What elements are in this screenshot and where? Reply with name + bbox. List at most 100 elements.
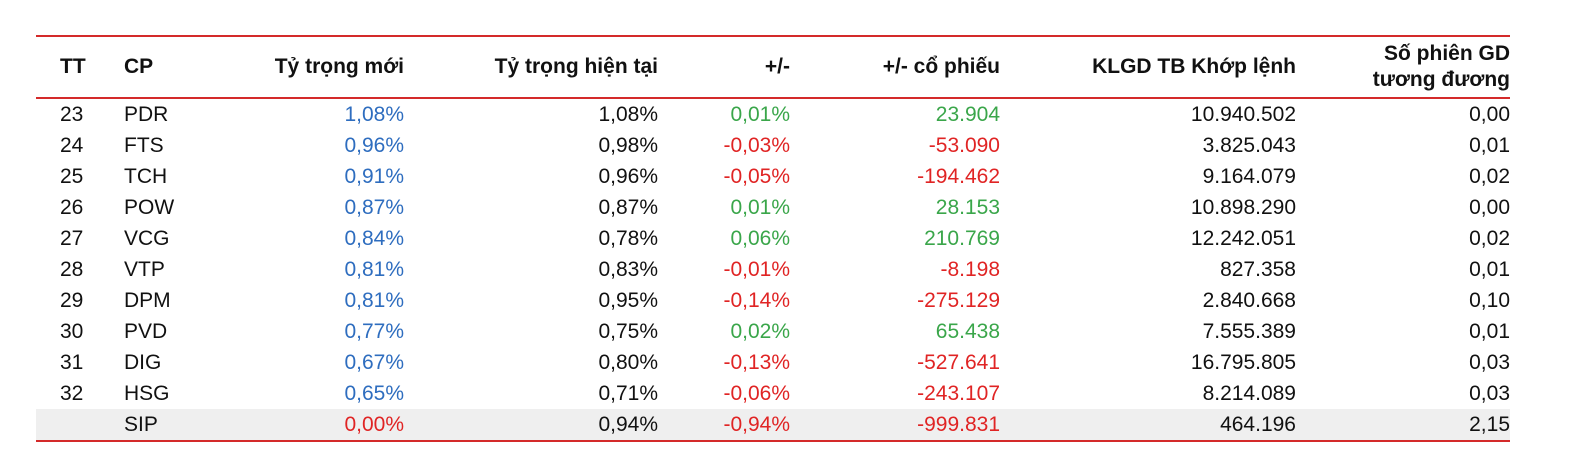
cell-weight-change: -0,03% (723, 134, 790, 157)
cell-new-weight: 1,08% (344, 103, 404, 126)
cell-cp: VCG (124, 227, 170, 250)
cell-avg-volume: 9.164.079 (1202, 165, 1296, 188)
cell-share-change: 28.153 (935, 196, 1000, 219)
cell-avg-volume: 8.214.089 (1202, 382, 1296, 405)
cell-sessions: 0,00 (1469, 103, 1510, 126)
cell-avg-volume: 2.840.668 (1202, 289, 1296, 312)
cell-tt: 29 (60, 289, 84, 312)
cell-new-weight: 0,65% (344, 382, 404, 405)
table-row: 32 HSG 0,65% 0,71% -0,06% -243.107 8.214.089 0,… (36, 378, 1510, 409)
cell-share-change: -8.198 (940, 258, 1000, 281)
cell-sessions: 0,03 (1469, 382, 1510, 405)
cell-cp: SIP (124, 413, 158, 436)
cell-tt: 31 (60, 351, 84, 374)
cell-cp: DIG (124, 351, 162, 374)
cell-weight-change: -0,01% (723, 258, 790, 281)
cell-weight-change: 0,01% (730, 103, 790, 126)
table-row: SIP 0,00% 0,94% -0,94% -999.831 464.196 2,15 (36, 409, 1510, 441)
cell-share-change: -243.107 (917, 382, 1000, 405)
header-current-weight: Tỷ trọng hiện tại (494, 55, 658, 78)
cell-sessions: 0,02 (1469, 227, 1510, 250)
table-row: 27 VCG 0,84% 0,78% 0,06% 210.769 12.242.051 0,0… (36, 223, 1510, 254)
cell-share-change: -275.129 (917, 289, 1000, 312)
cell-share-change: 65.438 (935, 320, 1000, 343)
header-sessions-line1: Số phiên GD (1384, 42, 1510, 65)
cell-share-change: 210.769 (924, 227, 1000, 250)
cell-tt: 28 (60, 258, 84, 281)
cell-new-weight: 0,00% (344, 413, 404, 436)
cell-current-weight: 0,98% (598, 134, 658, 157)
cell-new-weight: 0,77% (344, 320, 404, 343)
table-header: TT CP Tỷ trọng mới Tỷ trọng hiện tại +/-… (36, 36, 1510, 98)
cell-avg-volume: 3.825.043 (1202, 134, 1296, 157)
cell-share-change: -53.090 (928, 134, 1000, 157)
header-sessions: Số phiên GD tương đương (1296, 36, 1510, 98)
header-tt: TT (60, 55, 86, 78)
cell-tt: 32 (60, 382, 84, 405)
cell-tt: 24 (60, 134, 84, 157)
cell-cp: VTP (124, 258, 165, 281)
cell-avg-volume: 7.555.389 (1202, 320, 1296, 343)
table-row: 30 PVD 0,77% 0,75% 0,02% 65.438 7.555.389 0,01 (36, 316, 1510, 347)
cell-current-weight: 0,71% (598, 382, 658, 405)
table-row: 23 PDR 1,08% 1,08% 0,01% 23.904 10.940.502 0,00 (36, 98, 1510, 130)
table-row: 29 DPM 0,81% 0,95% -0,14% -275.129 2.840.668 0,… (36, 285, 1510, 316)
cell-sessions: 0,03 (1469, 351, 1510, 374)
table-row: 28 VTP 0,81% 0,83% -0,01% -8.198 827.358 0,01 (36, 254, 1510, 285)
cell-new-weight: 0,91% (344, 165, 404, 188)
cell-share-change: 23.904 (935, 103, 1000, 126)
cell-weight-change: 0,01% (730, 196, 790, 219)
cell-tt: 26 (60, 196, 84, 219)
cell-sessions: 2,15 (1469, 413, 1510, 436)
header-weight-change: +/- (764, 55, 790, 78)
cell-new-weight: 0,67% (344, 351, 404, 374)
table-row: 31 DIG 0,67% 0,80% -0,13% -527.641 16.795.805 0… (36, 347, 1510, 378)
cell-cp: FTS (124, 134, 164, 157)
cell-new-weight: 0,96% (344, 134, 404, 157)
cell-cp: PVD (124, 320, 168, 343)
index-rebalance-table-container: TT CP Tỷ trọng mới Tỷ trọng hiện tại +/-… (36, 35, 1510, 442)
cell-current-weight: 0,96% (598, 165, 658, 188)
header-avg-volume: KLGD TB Khớp lệnh (1092, 55, 1296, 78)
cell-cp: PDR (124, 103, 169, 126)
cell-sessions: 0,10 (1469, 289, 1510, 312)
cell-sessions: 0,01 (1469, 258, 1510, 281)
cell-weight-change: -0,13% (723, 351, 790, 374)
cell-avg-volume: 10.898.290 (1190, 196, 1296, 219)
cell-current-weight: 0,80% (598, 351, 658, 374)
table-row: 24 FTS 0,96% 0,98% -0,03% -53.090 3.825.043 0,0… (36, 130, 1510, 161)
cell-share-change: -527.641 (917, 351, 1000, 374)
header-sessions-line2: tương đương (1372, 68, 1510, 91)
cell-avg-volume: 827.358 (1220, 258, 1296, 281)
cell-sessions: 0,01 (1469, 134, 1510, 157)
cell-new-weight: 0,84% (344, 227, 404, 250)
cell-sessions: 0,01 (1469, 320, 1510, 343)
header-cp: CP (124, 55, 154, 78)
cell-cp: POW (124, 196, 175, 219)
cell-tt (36, 409, 124, 441)
index-rebalance-table: TT CP Tỷ trọng mới Tỷ trọng hiện tại +/-… (36, 35, 1510, 442)
cell-avg-volume: 10.940.502 (1190, 103, 1296, 126)
cell-sessions: 0,02 (1469, 165, 1510, 188)
cell-current-weight: 0,75% (598, 320, 658, 343)
cell-current-weight: 1,08% (598, 103, 658, 126)
cell-avg-volume: 464.196 (1220, 413, 1296, 436)
header-new-weight: Tỷ trọng mới (274, 55, 404, 78)
cell-cp: DPM (124, 289, 171, 312)
table-row: 26 POW 0,87% 0,87% 0,01% 28.153 10.898.290 0,00 (36, 192, 1510, 223)
cell-share-change: -999.831 (917, 413, 1000, 436)
cell-avg-volume: 12.242.051 (1190, 227, 1296, 250)
cell-cp: TCH (124, 165, 168, 188)
cell-current-weight: 0,95% (598, 289, 658, 312)
table-body: 23 PDR 1,08% 1,08% 0,01% 23.904 10.940.502 0,00… (36, 98, 1510, 441)
cell-current-weight: 0,83% (598, 258, 658, 281)
cell-tt: 27 (60, 227, 84, 250)
cell-cp: HSG (124, 382, 170, 405)
cell-current-weight: 0,87% (598, 196, 658, 219)
cell-weight-change: 0,02% (730, 320, 790, 343)
cell-tt: 23 (60, 103, 84, 126)
table-row: 25 TCH 0,91% 0,96% -0,05% -194.462 9.164.079 0,… (36, 161, 1510, 192)
cell-current-weight: 0,78% (598, 227, 658, 250)
cell-tt: 30 (60, 320, 84, 343)
cell-new-weight: 0,81% (344, 289, 404, 312)
